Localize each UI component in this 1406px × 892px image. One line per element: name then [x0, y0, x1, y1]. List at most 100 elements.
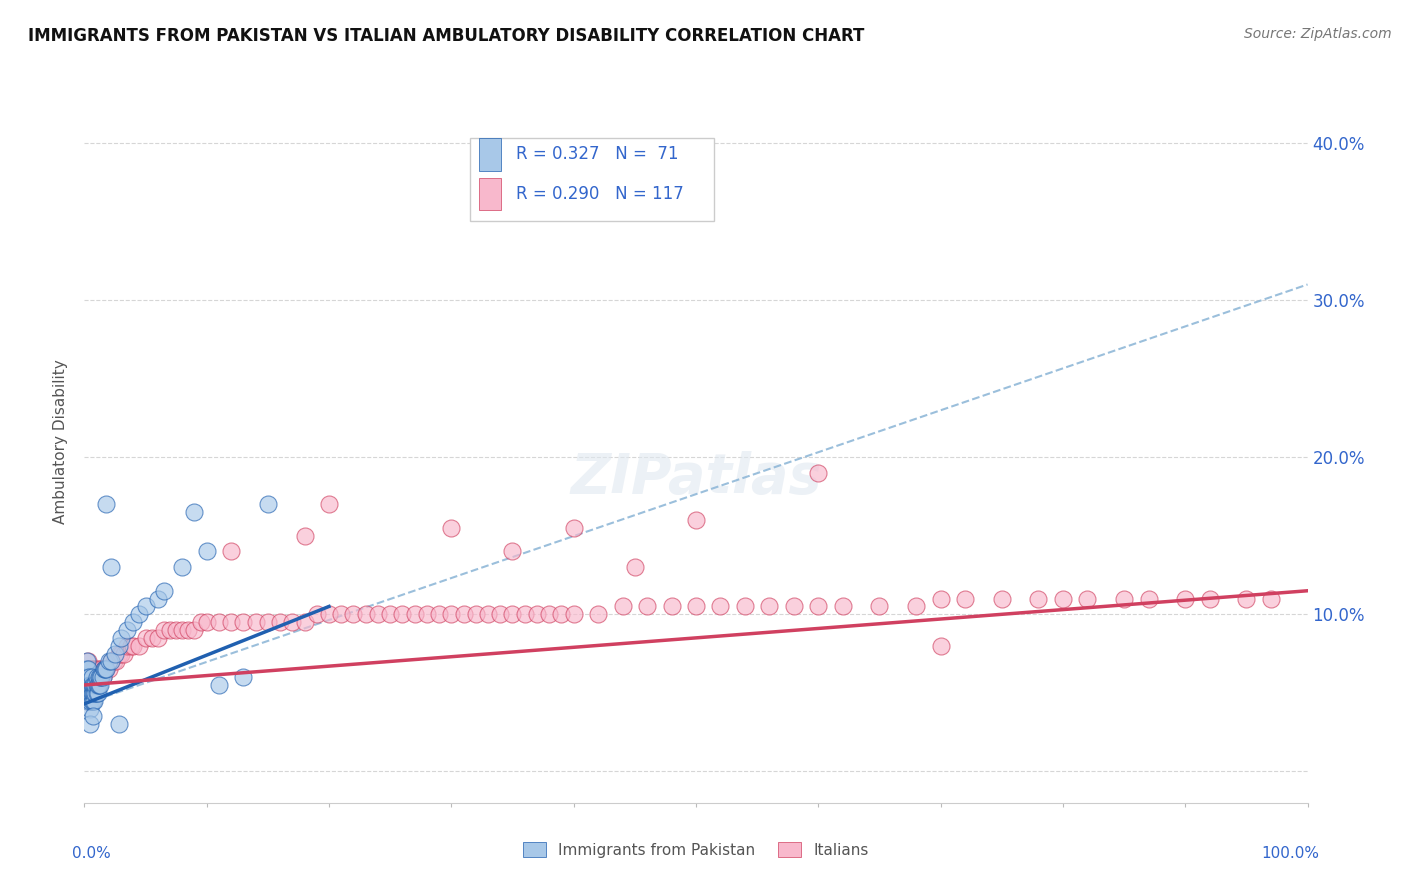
Point — [416, 607, 439, 622]
Point — [87, 670, 110, 684]
Point — [146, 631, 169, 645]
Point — [107, 639, 129, 653]
Point — [318, 497, 340, 511]
Point — [84, 678, 107, 692]
Point — [83, 694, 105, 708]
Point — [87, 662, 110, 676]
Point — [100, 655, 122, 669]
Point — [153, 623, 176, 637]
Point — [190, 615, 212, 630]
Point — [76, 662, 98, 676]
Point — [391, 607, 413, 622]
Point — [502, 544, 524, 558]
FancyBboxPatch shape — [479, 178, 502, 211]
Point — [146, 591, 169, 606]
Point — [77, 686, 100, 700]
Text: R = 0.290   N = 117: R = 0.290 N = 117 — [516, 185, 683, 203]
Point — [869, 599, 891, 614]
Point — [208, 615, 231, 630]
Point — [183, 623, 205, 637]
Point — [76, 678, 98, 692]
Point — [305, 607, 328, 622]
Point — [172, 560, 194, 574]
Point — [195, 544, 218, 558]
Point — [991, 591, 1014, 606]
Point — [79, 694, 101, 708]
Point — [513, 607, 536, 622]
Point — [135, 599, 157, 614]
Point — [122, 639, 145, 653]
Point — [97, 655, 120, 669]
Point — [89, 670, 111, 684]
Point — [84, 686, 107, 700]
Point — [91, 670, 114, 684]
Point — [135, 631, 157, 645]
Point — [100, 560, 122, 574]
Point — [82, 662, 104, 676]
Point — [82, 678, 104, 692]
Point — [562, 521, 585, 535]
Point — [110, 631, 132, 645]
Point — [183, 505, 205, 519]
Point — [90, 662, 112, 676]
Point — [77, 655, 100, 669]
Point — [380, 607, 402, 622]
Point — [83, 662, 105, 676]
Point — [831, 599, 853, 614]
Point — [94, 662, 117, 676]
Point — [257, 615, 280, 630]
Point — [77, 686, 100, 700]
Point — [86, 670, 108, 684]
Point — [440, 607, 463, 622]
Point — [77, 694, 100, 708]
Point — [177, 623, 200, 637]
Point — [453, 607, 475, 622]
Point — [80, 686, 103, 700]
Point — [219, 544, 242, 558]
Point — [807, 599, 830, 614]
Point — [93, 662, 115, 676]
Point — [232, 670, 254, 684]
Point — [195, 615, 218, 630]
Point — [79, 678, 101, 692]
Point — [1076, 591, 1098, 606]
Point — [354, 607, 377, 622]
Point — [76, 694, 98, 708]
Point — [427, 607, 450, 622]
Point — [624, 560, 647, 574]
Point — [77, 686, 100, 700]
Point — [685, 599, 707, 614]
Point — [929, 591, 952, 606]
Point — [104, 647, 127, 661]
Point — [122, 615, 145, 630]
Point — [783, 599, 806, 614]
Point — [661, 599, 683, 614]
Point — [103, 655, 125, 669]
Point — [905, 599, 928, 614]
Point — [330, 607, 353, 622]
Point — [586, 607, 609, 622]
Point — [404, 607, 426, 622]
Point — [257, 497, 280, 511]
Point — [77, 670, 100, 684]
Point — [208, 678, 231, 692]
Point — [80, 670, 103, 684]
Point — [1198, 591, 1220, 606]
Point — [128, 607, 150, 622]
Legend: Immigrants from Pakistan, Italians: Immigrants from Pakistan, Italians — [517, 836, 875, 863]
Point — [83, 678, 105, 692]
Point — [79, 662, 101, 676]
Point — [115, 639, 138, 653]
Point — [318, 607, 340, 622]
Point — [77, 662, 100, 676]
Point — [1028, 591, 1050, 606]
Point — [82, 678, 104, 692]
Point — [77, 678, 100, 692]
Point — [1137, 591, 1160, 606]
Point — [128, 639, 150, 653]
Point — [94, 662, 117, 676]
Point — [758, 599, 780, 614]
Y-axis label: Ambulatory Disability: Ambulatory Disability — [53, 359, 69, 524]
Point — [1174, 591, 1197, 606]
Point — [550, 607, 572, 622]
